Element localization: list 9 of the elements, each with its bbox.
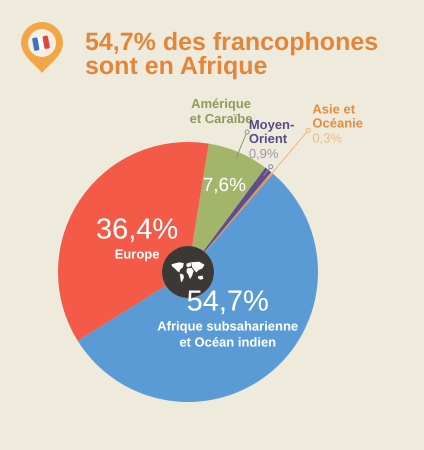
data-label: 0,9% (248, 146, 280, 161)
slice-label: Afrique subsaharienne et Océan indien (156, 318, 300, 351)
data-label: 7,6% (202, 174, 246, 197)
data-label: 36,4% (94, 214, 180, 247)
slice-label: Europe (114, 246, 160, 263)
slice-label: Asie et Océanie (312, 102, 364, 131)
data-label: 54,7% (186, 286, 270, 319)
data-label: 0,3% (312, 130, 344, 146)
chart-title: 54,7% des francophones sont en Afrique (85, 28, 386, 80)
